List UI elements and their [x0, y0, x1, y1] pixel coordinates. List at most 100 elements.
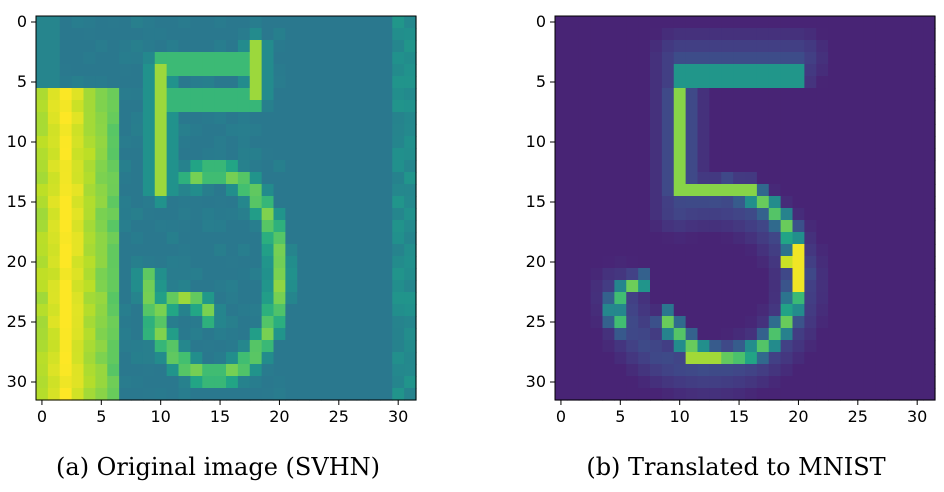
- heatmap-cell: [273, 220, 286, 233]
- heatmap-cell: [142, 184, 156, 197]
- heatmap-cell: [297, 256, 310, 269]
- heatmap-cell: [733, 304, 746, 317]
- heatmap-cell: [261, 172, 275, 185]
- heatmap-cell: [756, 304, 770, 317]
- heatmap-cell: [756, 376, 770, 389]
- heatmap-cell: [768, 364, 782, 377]
- heatmap-cell: [899, 256, 912, 269]
- heatmap-cell: [650, 304, 663, 317]
- heatmap-cell: [119, 232, 132, 245]
- heatmap-cell: [555, 208, 568, 221]
- heatmap-cell: [578, 88, 592, 101]
- heatmap-cell: [650, 376, 663, 389]
- heatmap-cell: [602, 148, 615, 161]
- heatmap-cell: [804, 124, 817, 137]
- heatmap-cell: [119, 352, 132, 365]
- heatmap-cell: [578, 280, 592, 293]
- heatmap-cell: [261, 100, 275, 113]
- heatmap-cell: [626, 268, 639, 281]
- heatmap-cell: [214, 184, 227, 197]
- heatmap-cell: [733, 208, 746, 221]
- heatmap-cell: [356, 292, 370, 305]
- heatmap-cell: [780, 136, 794, 149]
- heatmap-cell: [851, 148, 865, 161]
- heatmap-cell: [911, 352, 924, 365]
- heatmap-cell: [226, 256, 239, 269]
- heatmap-cell: [721, 208, 734, 221]
- heatmap-cell: [273, 172, 286, 185]
- heatmap-cell: [344, 220, 358, 233]
- heatmap-cell: [368, 28, 381, 41]
- heatmap-cell: [614, 136, 627, 149]
- heatmap-cell: [107, 76, 120, 89]
- heatmap-cell: [851, 28, 865, 41]
- heatmap-cell: [404, 244, 417, 257]
- heatmap-cell: [709, 196, 722, 209]
- plot-frame: [35, 15, 417, 401]
- heatmap-cell: [249, 364, 263, 377]
- heatmap-cell: [792, 328, 805, 341]
- heatmap-cell: [590, 88, 604, 101]
- heatmap-cell: [131, 88, 144, 101]
- heatmap-cell: [404, 388, 417, 401]
- heatmap-cell: [650, 208, 663, 221]
- heatmap-cell: [261, 52, 275, 65]
- heatmap-cell: [780, 256, 794, 269]
- heatmap-cell: [226, 28, 239, 41]
- heatmap-cell: [875, 184, 889, 197]
- heatmap-cell: [697, 76, 710, 89]
- heatmap-cell: [142, 52, 156, 65]
- heatmap-cell: [368, 208, 381, 221]
- heatmap-cell: [816, 100, 829, 113]
- heatmap-cell: [392, 244, 405, 257]
- heatmap-cell: [578, 28, 592, 41]
- heatmap-cell: [297, 268, 310, 281]
- heatmap-cell: [721, 220, 734, 233]
- heatmap-cell: [226, 136, 239, 149]
- heatmap-cell: [95, 16, 108, 29]
- heatmap-cell: [697, 340, 710, 353]
- heatmap-cell: [911, 28, 924, 41]
- heatmap-cell: [566, 376, 580, 389]
- y-tick-label: 15: [526, 192, 546, 211]
- heatmap-cell: [356, 40, 370, 53]
- heatmap-cell: [59, 124, 73, 137]
- heatmap-cell: [578, 244, 592, 257]
- heatmap-cell: [297, 16, 310, 29]
- heatmap-cell: [756, 16, 770, 29]
- heatmap-cell: [36, 232, 49, 245]
- heatmap-cell: [792, 352, 805, 365]
- heatmap-cell: [768, 340, 782, 353]
- heatmap-cell: [190, 88, 203, 101]
- heatmap-cell: [626, 52, 639, 65]
- x-tick-label: 0: [37, 407, 47, 426]
- heatmap-cell: [756, 328, 770, 341]
- heatmap-cell: [733, 232, 746, 245]
- heatmap-cell: [756, 256, 770, 269]
- heatmap-cell: [863, 292, 877, 305]
- heatmap-cell: [792, 136, 805, 149]
- heatmap-cell: [697, 100, 710, 113]
- heatmap-cell: [344, 172, 358, 185]
- heatmap-cell: [404, 28, 417, 41]
- heatmap-cell: [555, 292, 568, 305]
- heatmap-cell: [733, 184, 746, 197]
- heatmap-cell: [190, 76, 203, 89]
- x-tick-label: 5: [96, 407, 106, 426]
- heatmap-cell: [95, 136, 108, 149]
- heatmap-cell: [190, 184, 203, 197]
- heatmap-cell: [47, 232, 61, 245]
- heatmap-cell: [768, 280, 782, 293]
- heatmap-cell: [119, 52, 132, 65]
- heatmap-cell: [131, 40, 144, 53]
- heatmap-cell: [555, 196, 568, 209]
- heatmap-cell: [804, 376, 817, 389]
- heatmap-cell: [566, 148, 580, 161]
- heatmap-cell: [356, 256, 370, 269]
- heatmap-cell: [356, 304, 370, 317]
- heatmap-cell: [392, 316, 405, 329]
- heatmap-cell: [673, 280, 687, 293]
- heatmap-cell: [626, 64, 639, 77]
- heatmap-cell: [309, 100, 322, 113]
- heatmap-cell: [899, 352, 912, 365]
